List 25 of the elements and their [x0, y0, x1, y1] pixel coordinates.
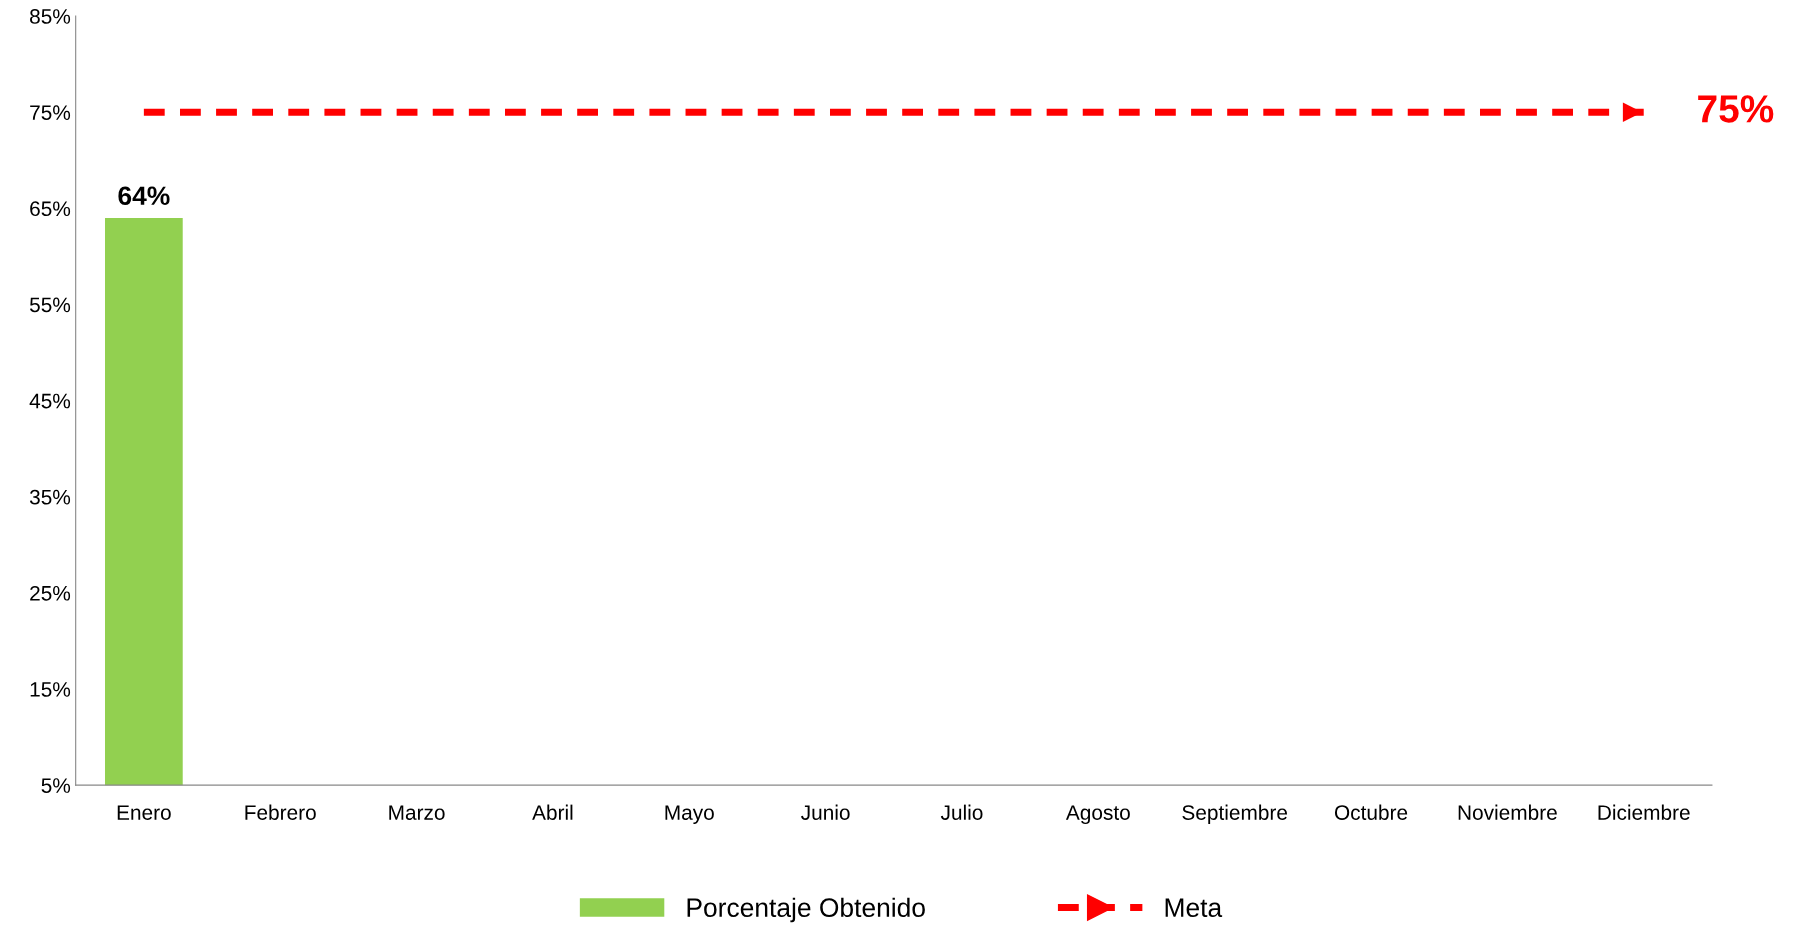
y-tick-label: 45% — [29, 393, 71, 409]
x-tick-label: Marzo — [389, 805, 445, 820]
data-label: 64% — [118, 186, 170, 206]
y-tick-label: 75% — [30, 105, 71, 120]
data-label: 75% — [1698, 95, 1774, 123]
legend-label: Porcentaje Obtenido — [687, 897, 925, 923]
y-tick-label: 35% — [29, 489, 71, 505]
x-tick-label: Septiembre — [1182, 804, 1288, 825]
y-tick-label: 55% — [29, 297, 71, 313]
x-tick-label: Febrero — [245, 804, 316, 820]
y-tick-label: 65% — [30, 201, 71, 217]
x-tick-label: Diciembre — [1598, 804, 1690, 820]
y-tick-label: 5% — [41, 778, 71, 793]
y-tick-label: 85% — [30, 9, 71, 24]
x-tick-label: Julio — [940, 804, 983, 820]
x-tick-label: Agosto — [1065, 805, 1130, 825]
x-tick-label: Enero — [117, 805, 171, 820]
y-tick-label: 25% — [30, 585, 71, 601]
x-tick-label: Mayo — [665, 805, 714, 825]
legend-label: Meta — [1165, 898, 1223, 918]
x-tick-label: Junio — [801, 804, 850, 820]
y-tick-label: 15% — [30, 682, 71, 697]
x-tick-label: Octubre — [1334, 804, 1408, 820]
x-tick-label: Abril — [532, 804, 573, 820]
x-tick-label: Noviembre — [1458, 804, 1557, 820]
